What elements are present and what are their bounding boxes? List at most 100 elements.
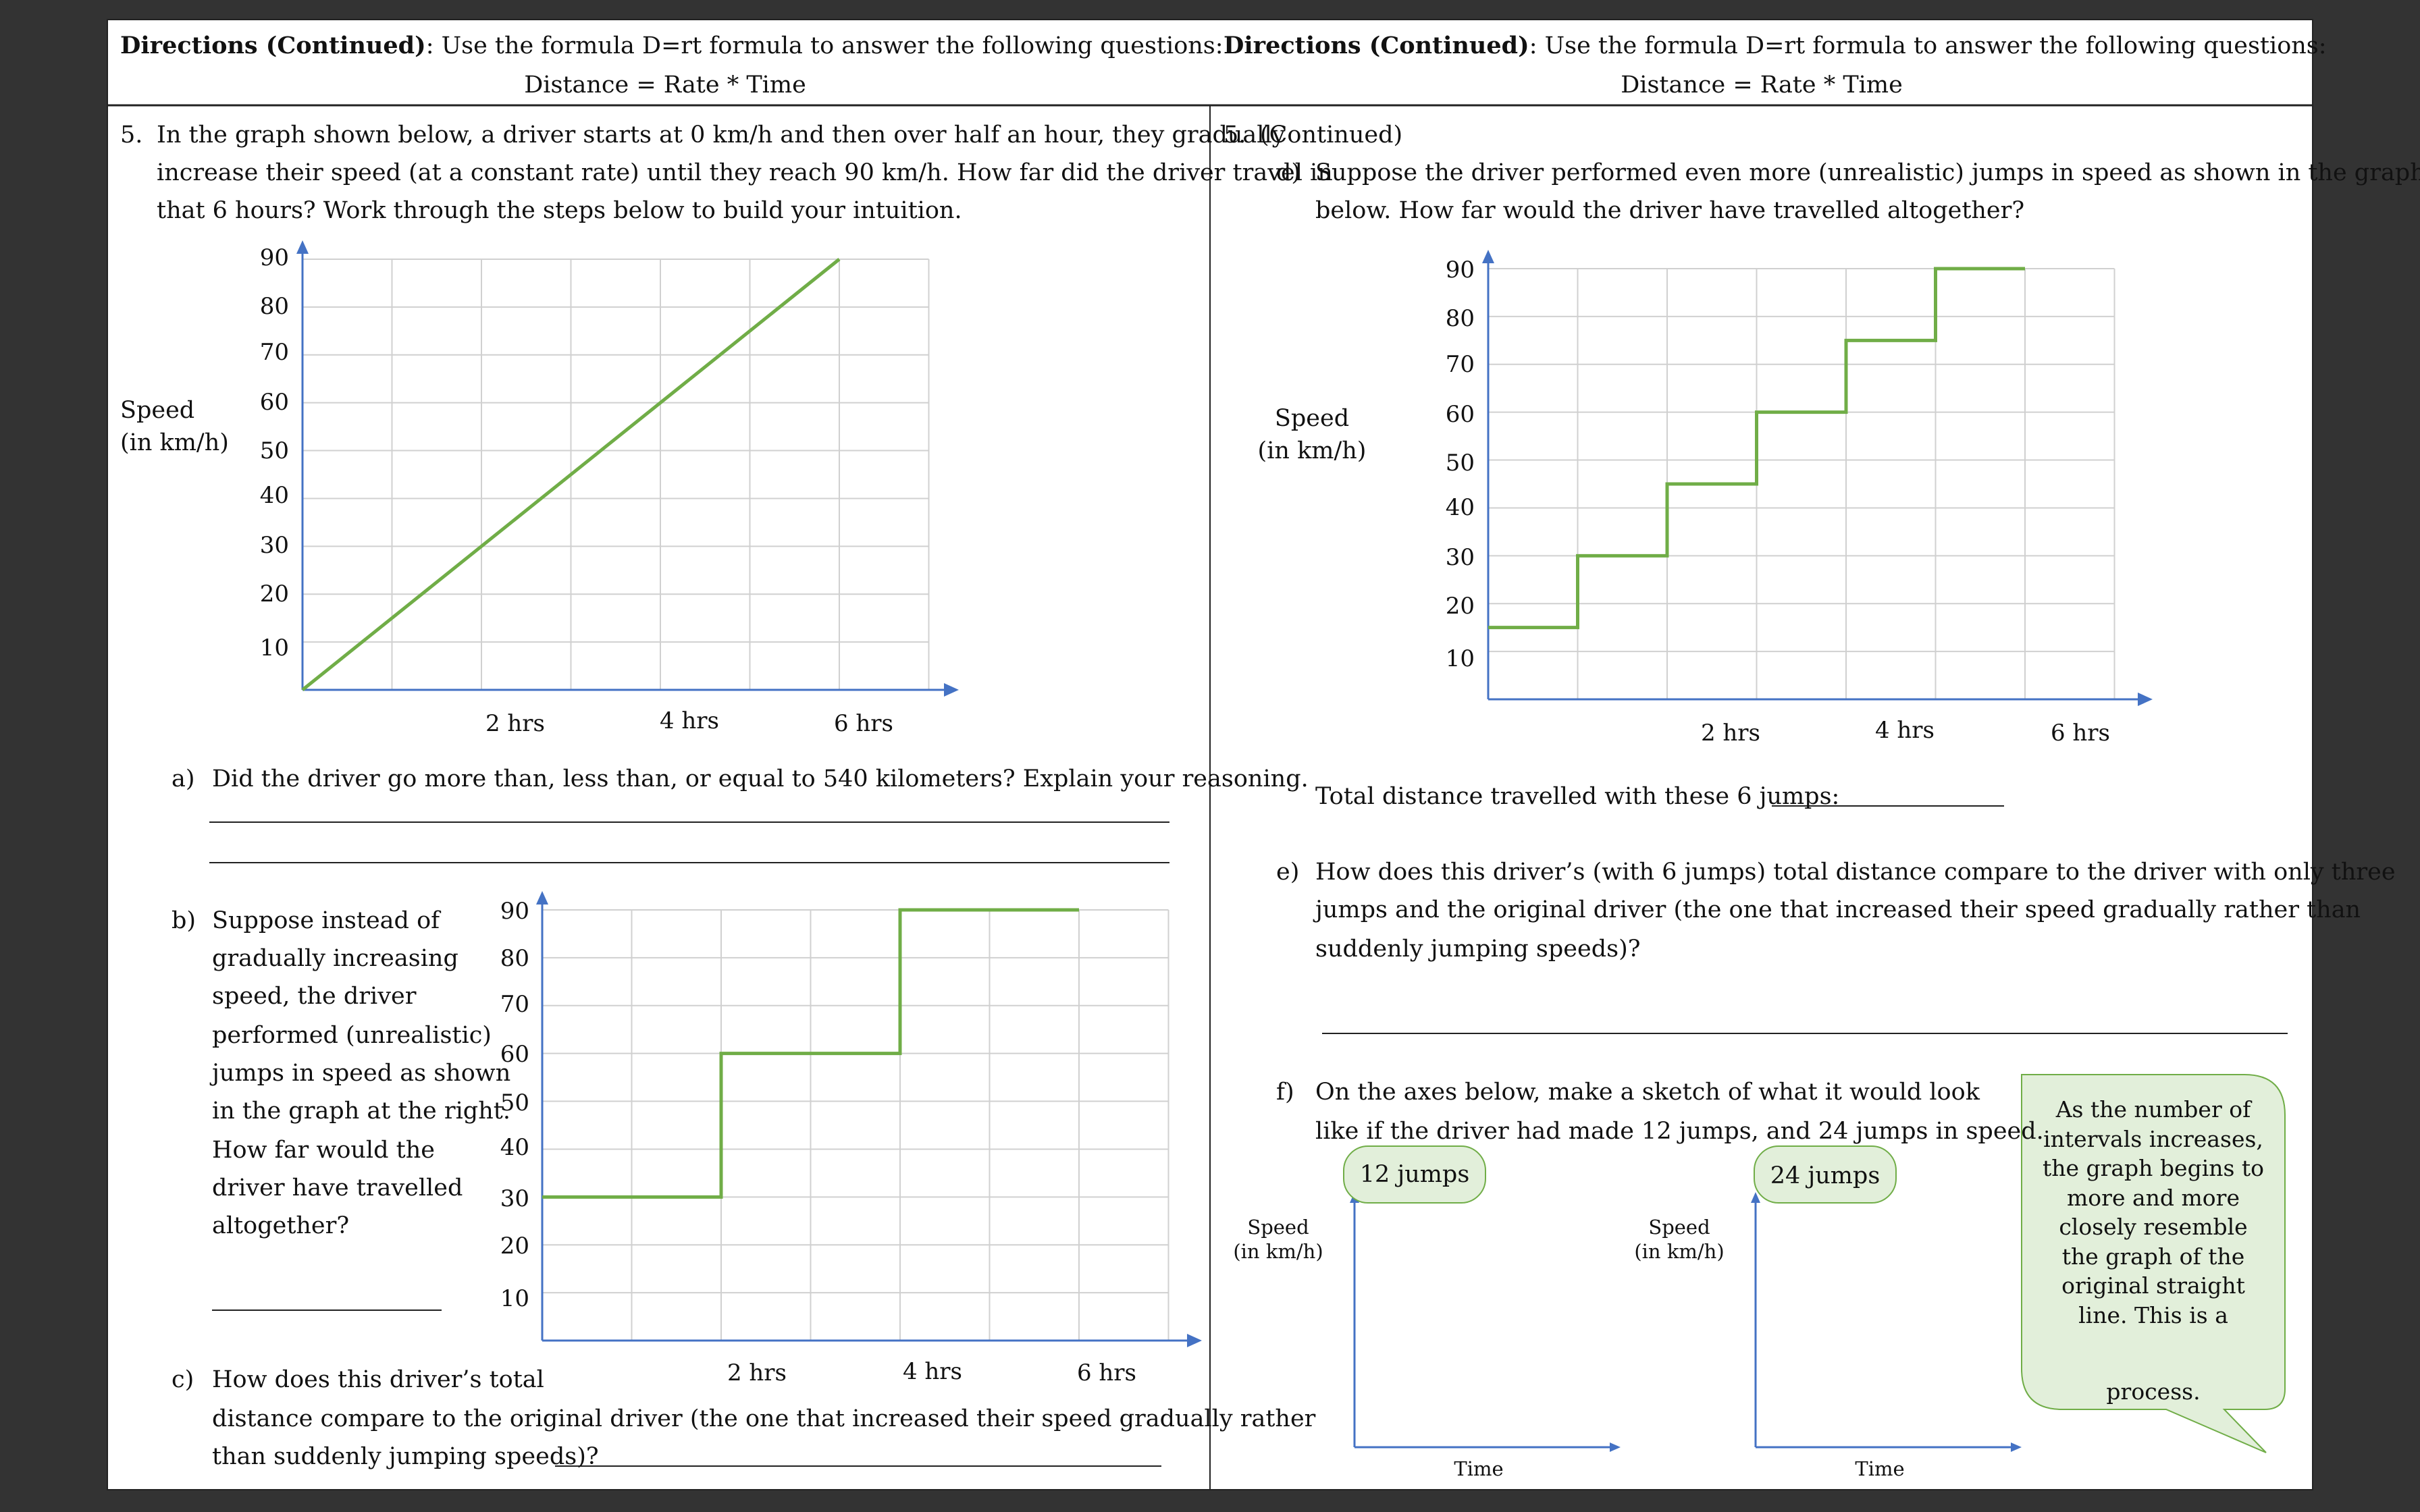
badge-24-jumps-label: 24 jumps <box>1770 1162 1880 1189</box>
header-right-directions: Directions (Continued): Use the formula … <box>1224 31 2327 61</box>
sketch1-ylabel: Speed (in km/h) <box>1228 1215 1329 1264</box>
sketch1-xlabel: Time <box>1454 1457 1504 1480</box>
chart3-step-series <box>1488 267 2025 630</box>
chart3-xtick-4hrs: 4 hrs <box>1874 717 1935 744</box>
chart1-y-axis-arrow <box>296 240 309 254</box>
qb-line-2: gradually increasing <box>212 945 458 972</box>
sketch2-ylabel-line-1: Speed <box>1648 1216 1710 1239</box>
chart3-ytick-40: 40 <box>1445 494 1475 521</box>
callout-text: As the number of intervals increases, th… <box>2028 1095 2278 1330</box>
sketch2-ylabel: Speed (in km/h) <box>1629 1215 1730 1264</box>
badge-12-jumps <box>1343 1145 1486 1204</box>
badge-12-jumps-label: 12 jumps <box>1359 1161 1470 1188</box>
chart3-ytick-80: 80 <box>1445 305 1475 332</box>
chart1-x-axis-arrow <box>944 683 959 697</box>
qe-letter: e) <box>1276 859 1300 886</box>
sketch-axes-24-jumps[interactable] <box>1751 1192 2022 1452</box>
chart2-ytick-30: 30 <box>500 1185 529 1212</box>
chart1-xtick-6hrs: 6 hrs <box>833 710 894 737</box>
callout-line-5: closely resemble <box>2059 1214 2248 1240</box>
qb-line-3: speed, the driver <box>212 983 417 1010</box>
chart1-ytick-80: 80 <box>259 293 289 320</box>
chart1-ytick-10: 10 <box>259 634 289 662</box>
chart1-ytick-40: 40 <box>259 482 289 509</box>
chart2-x-axis-arrow <box>1187 1334 1202 1347</box>
q5-line-1: In the graph shown below, a driver start… <box>157 122 1286 148</box>
q5-line-3: that 6 hours? Work through the steps bel… <box>157 197 962 224</box>
qf-letter: f) <box>1276 1079 1294 1106</box>
chart3-ylabel: Speed (in km/h) <box>1255 402 1369 467</box>
qb-line-6: in the graph at the right. <box>212 1098 510 1125</box>
header-left-label: Directions (Continued) <box>120 32 426 59</box>
qb-line-8: driver have travelled <box>212 1174 463 1202</box>
chart1-ytick-50: 50 <box>259 437 289 464</box>
q5-cont-number: 5. <box>1224 122 1246 148</box>
header-left-text: : Use the formula D=rt formula to answer… <box>425 32 1224 59</box>
chart2-ytick-60: 60 <box>500 1041 529 1068</box>
badge-24-jumps <box>1754 1145 1897 1204</box>
chart3-ytick-10: 10 <box>1445 645 1475 672</box>
q5-cont-text: (Continued) <box>1260 122 1403 148</box>
qb-line-4: performed (unrealistic) <box>212 1022 492 1049</box>
qa-text: Did the driver go more than, less than, … <box>212 765 1309 792</box>
chart1-xtick-4hrs: 4 hrs <box>659 707 720 734</box>
chart1-speed-line <box>301 258 841 691</box>
qb-line-1: Suppose instead of <box>212 907 440 934</box>
sketch1-ylabel-line-2: (in km/h) <box>1233 1240 1323 1263</box>
worksheet-page: Directions (Continued): Use the formula … <box>107 19 2420 1490</box>
chart2-ytick-90: 90 <box>500 898 529 925</box>
qf-line-2: like if the driver had made 12 jumps, an… <box>1315 1118 2044 1145</box>
chart2-xtick-4hrs: 4 hrs <box>902 1358 963 1385</box>
header-left-directions: Directions (Continued): Use the formula … <box>120 31 1224 61</box>
chart3-ytick-30: 30 <box>1445 544 1475 571</box>
worksheet-graphics <box>107 19 2313 1490</box>
chart3-xtick-2hrs: 2 hrs <box>1700 720 1761 747</box>
chart3-ytick-20: 20 <box>1445 593 1475 620</box>
callout-line-8: line. This is a <box>2078 1301 2228 1328</box>
chart2-step-series <box>542 908 1079 1199</box>
header-right-label: Directions (Continued) <box>1224 32 1529 59</box>
qe-line-3: suddenly jumping speeds)? <box>1315 936 1641 963</box>
chart3-ytick-70: 70 <box>1445 351 1475 378</box>
qb-letter: b) <box>172 907 196 934</box>
qb-line-7: How far would the <box>212 1137 435 1164</box>
chart3-ylabel-line-2: (in km/h) <box>1257 437 1367 464</box>
chart1-ylabel-line-1: Speed <box>120 397 195 424</box>
qd-line-1: Suppose the driver performed even more (… <box>1315 159 2420 186</box>
chart2-ytick-80: 80 <box>500 945 529 972</box>
qb-line-5: jumps in speed as shown <box>212 1060 511 1087</box>
qd-line-2: below. How far would the driver have tra… <box>1315 197 2025 224</box>
chart2-ytick-40: 40 <box>500 1134 529 1161</box>
qf-line-1: On the axes below, make a sketch of what… <box>1315 1079 1980 1106</box>
q5-line-2: increase their speed (at a constant rate… <box>157 159 1333 186</box>
chart1-ylabel-line-2: (in km/h) <box>120 429 229 456</box>
chart3-ytick-90: 90 <box>1445 256 1475 284</box>
qa-letter: a) <box>172 765 195 792</box>
qb-line-9: altogether? <box>212 1212 350 1239</box>
qc-line-3: than suddenly jumping speeds)? <box>212 1443 599 1470</box>
qe-line-2: jumps and the original driver (the one t… <box>1315 896 2361 923</box>
chart2-ytick-70: 70 <box>500 991 529 1018</box>
chart1-ytick-30: 30 <box>259 532 289 559</box>
header-right-formula: Distance = Rate * Time <box>1621 72 1903 99</box>
total-distance-label: Total distance travelled with these 6 ju… <box>1315 783 1840 810</box>
callout-bubble <box>2021 1074 2286 1453</box>
chart1-ytick-60: 60 <box>259 389 289 416</box>
sketch-axes-12-jumps[interactable] <box>1350 1192 1621 1452</box>
qd-letter: d) <box>1276 159 1301 186</box>
chart2-ytick-10: 10 <box>500 1285 529 1312</box>
sketch2-xlabel: Time <box>1855 1457 1905 1480</box>
callout-line-2: intervals increases, <box>2043 1125 2263 1152</box>
header-right-text: : Use the formula D=rt formula to answer… <box>1529 32 2327 59</box>
chart2-ytick-20: 20 <box>500 1233 529 1260</box>
chart1-ytick-90: 90 <box>259 244 289 271</box>
callout-end: process. <box>2106 1378 2201 1405</box>
chart3-ylabel-line-1: Speed <box>1274 405 1350 432</box>
chart1-ylabel: Speed (in km/h) <box>120 394 229 459</box>
sketch1-ylabel-line-1: Speed <box>1247 1216 1309 1239</box>
chart1-ytick-20: 20 <box>259 580 289 608</box>
callout-line-4: more and more <box>2067 1184 2240 1211</box>
chart3-ytick-60: 60 <box>1445 401 1475 428</box>
q5-number: 5. <box>120 122 143 148</box>
chart3-y-axis-arrow <box>1482 250 1494 263</box>
